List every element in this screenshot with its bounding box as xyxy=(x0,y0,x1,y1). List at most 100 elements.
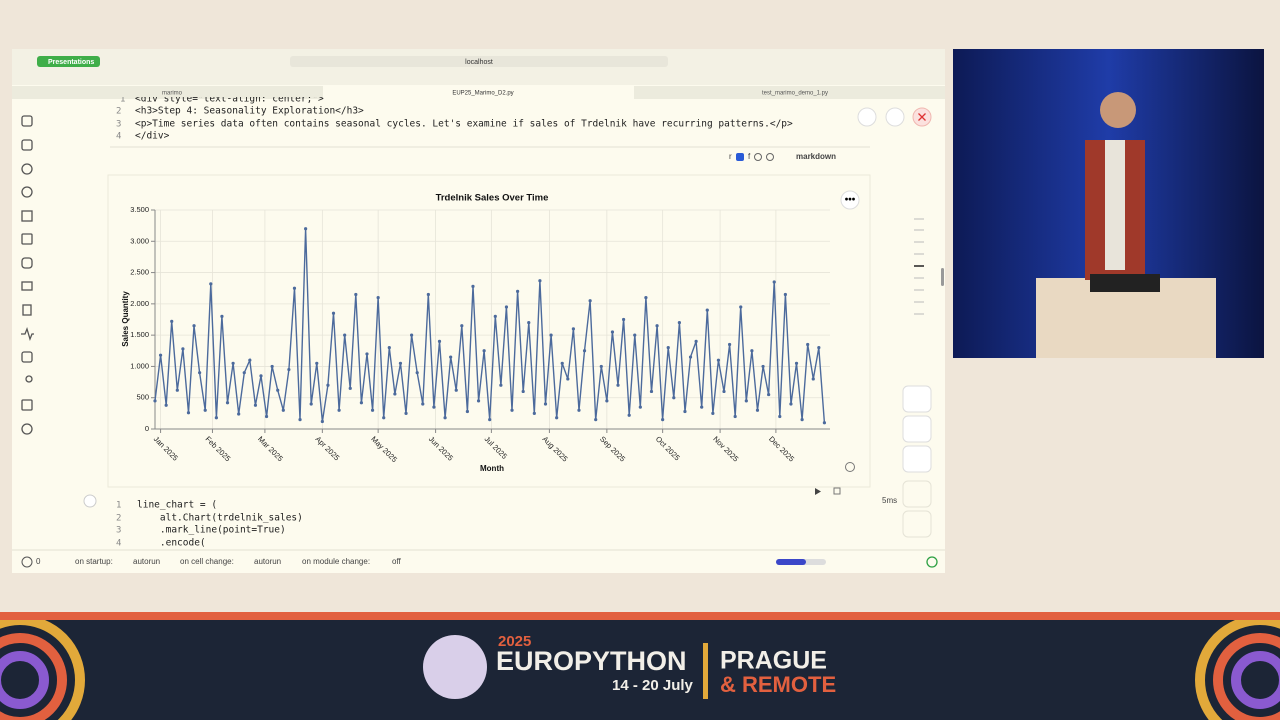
output-cell xyxy=(107,174,871,488)
info[interactable] xyxy=(766,153,774,161)
sales-point xyxy=(203,408,207,412)
notebook: 1 <div style="text-align: center;"> 2 <h… xyxy=(83,95,897,549)
icon[interactable] xyxy=(21,399,33,411)
help-icon[interactable] xyxy=(845,462,855,472)
sales-point xyxy=(499,383,503,387)
icon[interactable] xyxy=(22,304,32,316)
speaker-head xyxy=(1100,92,1136,128)
sales-point xyxy=(437,339,442,343)
sales-point xyxy=(298,418,302,422)
sales-point xyxy=(175,388,179,392)
icon[interactable] xyxy=(21,163,33,175)
sales-point xyxy=(633,333,637,337)
icon[interactable] xyxy=(21,233,33,245)
line-number: 1 xyxy=(120,95,125,105)
sales-point xyxy=(755,408,760,412)
scrollbar[interactable] xyxy=(941,268,944,286)
sales-point xyxy=(783,292,787,297)
tab[interactable]: test_marimo_demo_1.py xyxy=(762,91,828,97)
run-button[interactable] xyxy=(815,488,821,495)
sales-point xyxy=(527,321,531,325)
chart: Trdelnik Sales Over Time Sales Quantity … xyxy=(121,193,830,473)
sales-point xyxy=(370,408,375,412)
sales-point xyxy=(365,352,369,356)
icon[interactable] xyxy=(21,186,33,198)
checkbox[interactable] xyxy=(754,153,762,161)
sales-point xyxy=(460,324,464,328)
icon[interactable] xyxy=(21,210,33,222)
sales-point xyxy=(404,411,408,415)
active-tab[interactable] xyxy=(323,86,634,99)
chart-menu-dots: ••• xyxy=(845,195,856,206)
sales-point xyxy=(164,403,168,407)
sales-point xyxy=(811,377,815,381)
sales-point xyxy=(800,418,804,422)
sales-point xyxy=(471,284,475,288)
toggle[interactable]: f xyxy=(748,152,751,161)
sales-point xyxy=(359,401,364,405)
sales-point xyxy=(304,227,308,231)
sales-point xyxy=(264,414,269,419)
add-cell[interactable] xyxy=(83,494,97,508)
status-label: on module change: xyxy=(302,557,370,566)
sales-point xyxy=(198,371,202,375)
layout-button[interactable] xyxy=(902,415,932,443)
tab-group[interactable] xyxy=(37,56,100,67)
icon[interactable] xyxy=(21,139,33,151)
run-all-button[interactable] xyxy=(902,510,932,538)
menu-button[interactable] xyxy=(857,107,877,127)
sales-point xyxy=(666,346,670,350)
code-line: .encode( xyxy=(137,538,206,549)
sales-point xyxy=(582,349,587,353)
sales-point xyxy=(398,361,403,365)
sales-point xyxy=(449,355,453,359)
chart-menu[interactable] xyxy=(840,190,860,210)
status-value[interactable]: autorun xyxy=(254,557,281,566)
status-value[interactable]: autorun xyxy=(133,557,160,566)
sales-point xyxy=(153,399,157,403)
sales-point xyxy=(348,386,352,390)
status-ok xyxy=(926,556,938,568)
sales-point xyxy=(549,333,553,337)
icon[interactable] xyxy=(21,281,33,291)
status-label: on cell change: xyxy=(180,557,234,566)
cell-mode[interactable]: markdown xyxy=(796,152,836,161)
settings-button[interactable] xyxy=(885,107,905,127)
sales-point xyxy=(343,333,347,337)
stop-all-button[interactable] xyxy=(902,480,932,508)
sales-point xyxy=(649,389,654,394)
sales-point xyxy=(426,292,430,297)
sales-point xyxy=(259,374,263,378)
run-time: 5ms xyxy=(882,496,897,505)
icon[interactable] xyxy=(21,257,33,269)
code-line: .mark_line(point=True) xyxy=(137,525,286,536)
icon[interactable] xyxy=(21,351,33,363)
tab[interactable]: marimo xyxy=(162,91,183,97)
save-button[interactable] xyxy=(902,385,932,413)
tab[interactable]: EUP25_Marimo_D2.py xyxy=(452,91,513,97)
sales-point xyxy=(683,409,687,414)
tab-group-label: Presentations xyxy=(48,59,94,66)
banner-stripe xyxy=(0,612,1280,620)
sales-point xyxy=(521,389,525,394)
checkbox[interactable] xyxy=(736,153,744,161)
url-bar[interactable] xyxy=(290,56,668,67)
stop-button[interactable] xyxy=(833,487,841,495)
sales-point xyxy=(287,367,291,372)
sales-point xyxy=(158,353,163,357)
icon[interactable] xyxy=(25,375,33,383)
sales-point xyxy=(566,377,570,381)
line-number: 1 xyxy=(116,501,121,511)
icon[interactable] xyxy=(21,115,33,127)
command-button[interactable] xyxy=(902,445,932,473)
sales-point xyxy=(415,371,419,375)
banner xyxy=(0,620,1280,720)
code-line: alt.Chart(trdelnik_sales) xyxy=(137,513,303,524)
toggle[interactable]: r xyxy=(729,152,732,161)
sales-point xyxy=(817,346,821,350)
sales-point xyxy=(186,411,191,415)
status-value[interactable]: off xyxy=(392,557,402,566)
banner-decoration xyxy=(0,620,1280,720)
icon[interactable] xyxy=(21,327,34,341)
icon[interactable] xyxy=(21,423,33,435)
